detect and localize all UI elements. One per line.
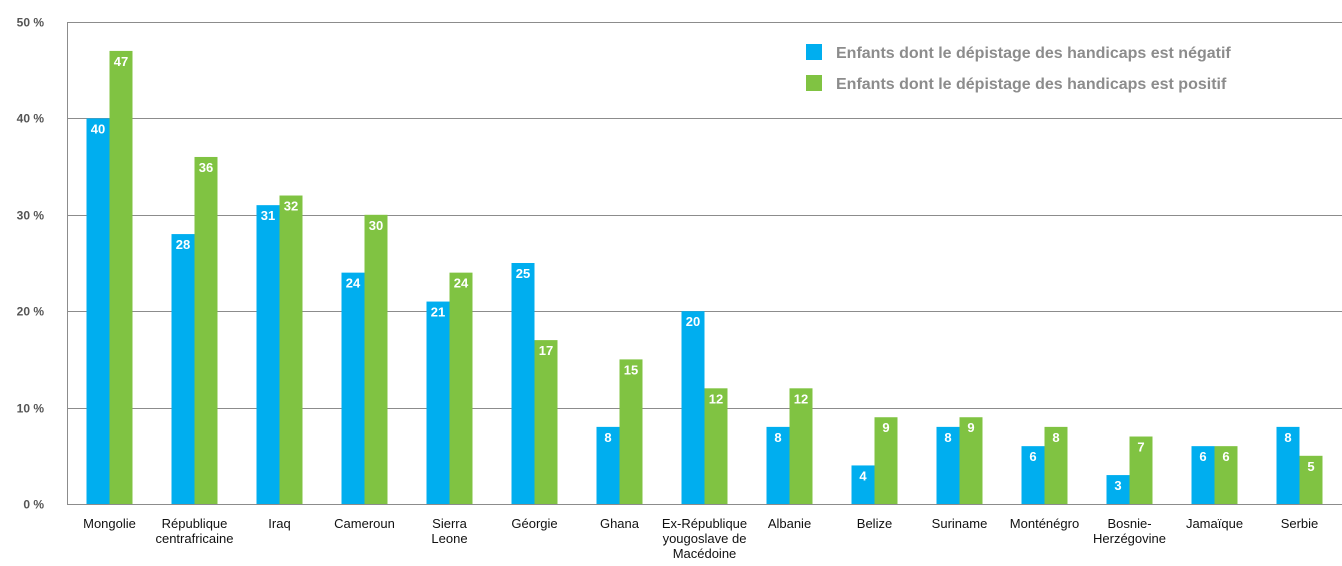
bar-negative <box>426 301 450 504</box>
data-label: 25 <box>516 266 530 281</box>
y-tick-label: 10 % <box>17 402 45 416</box>
x-category-label: République <box>162 516 228 531</box>
bar-negative <box>1021 446 1045 504</box>
bar-positive <box>874 417 898 504</box>
x-category-label: Cameroun <box>334 516 395 531</box>
bar-negative <box>341 272 365 504</box>
x-category-label: Albanie <box>768 516 811 531</box>
bar-positive <box>449 272 473 504</box>
bar-negative <box>1106 475 1130 504</box>
data-label: 31 <box>261 208 275 223</box>
data-label: 8 <box>604 430 611 445</box>
bar-series <box>86 50 1323 505</box>
x-category-label: centrafricaine <box>155 531 233 546</box>
x-category-label: Géorgie <box>511 516 557 531</box>
data-label: 30 <box>369 218 383 233</box>
x-category-label: Belize <box>857 516 892 531</box>
bar-positive <box>1299 455 1323 504</box>
x-category-label: yougoslave de <box>663 531 747 546</box>
data-label: 24 <box>346 276 361 291</box>
y-tick-label: 50 % <box>17 16 45 30</box>
x-category-label: Iraq <box>268 516 290 531</box>
x-category-label: Jamaïque <box>1186 516 1243 531</box>
y-tick-label: 0 % <box>23 498 44 512</box>
bar-positive <box>364 214 388 505</box>
bar-positive <box>619 359 643 504</box>
x-category-label: Herzégovine <box>1093 531 1166 546</box>
bar-negative <box>256 205 280 504</box>
data-label: 12 <box>794 391 808 406</box>
bar-positive <box>1044 426 1068 504</box>
data-label: 15 <box>624 362 638 377</box>
bar-positive <box>789 388 813 504</box>
legend: Enfants dont le dépistage des handicaps … <box>806 44 1231 93</box>
bar-positive <box>1214 446 1238 504</box>
x-category-label: Ex-République <box>662 516 747 531</box>
legend-label: Enfants dont le dépistage des handicaps … <box>836 76 1227 93</box>
y-tick-label: 40 % <box>17 112 45 126</box>
x-category-label: Monténégro <box>1010 516 1079 531</box>
data-label: 28 <box>176 237 190 252</box>
bar-negative <box>766 426 790 504</box>
bar-positive <box>534 340 558 504</box>
y-tick-label: 30 % <box>17 209 45 223</box>
data-label: 32 <box>284 199 298 214</box>
bar-negative <box>86 118 110 505</box>
data-label: 20 <box>686 314 700 329</box>
data-label: 12 <box>709 391 723 406</box>
data-label: 36 <box>199 160 213 175</box>
x-category-label: Macédoine <box>673 546 737 561</box>
bar-positive <box>279 195 303 504</box>
bar-positive <box>109 50 133 505</box>
bar-negative <box>851 465 875 504</box>
data-label: 40 <box>91 121 105 136</box>
legend-swatch <box>806 44 822 60</box>
bar-negative <box>936 426 960 504</box>
bar-positive <box>1129 436 1153 504</box>
data-label: 47 <box>114 54 128 69</box>
data-label: 4 <box>859 468 867 483</box>
x-category-label: Serbie <box>1281 516 1319 531</box>
data-label: 17 <box>539 343 553 358</box>
data-label: 6 <box>1199 449 1206 464</box>
x-category-label: Suriname <box>932 516 988 531</box>
data-label: 8 <box>944 430 951 445</box>
data-label: 7 <box>1137 440 1144 455</box>
x-category-label: Bosnie- <box>1107 516 1151 531</box>
bar-negative <box>596 426 620 504</box>
data-label: 8 <box>1052 430 1059 445</box>
y-axis-tick-labels: 0 % 10 % 20 % 30 % 40 % 50 % <box>17 16 45 512</box>
bar-negative <box>1191 446 1215 504</box>
bar-positive <box>959 417 983 504</box>
bar-negative <box>681 311 705 504</box>
data-label: 8 <box>1284 430 1291 445</box>
bar-negative <box>1276 426 1300 504</box>
bar-negative <box>511 263 535 504</box>
data-label: 3 <box>1114 478 1121 493</box>
bar-positive <box>194 156 218 504</box>
x-category-label: Sierra <box>432 516 467 531</box>
data-label: 5 <box>1307 459 1314 474</box>
data-label: 9 <box>967 420 974 435</box>
data-label: 9 <box>882 420 889 435</box>
data-label: 8 <box>774 430 781 445</box>
data-label: 6 <box>1222 449 1229 464</box>
bar-positive <box>704 388 728 504</box>
data-label: 21 <box>431 305 445 320</box>
value-labels: 4047283631322430212425178152012812498968… <box>91 54 1315 493</box>
legend-label: Enfants dont le dépistage des handicaps … <box>836 45 1231 62</box>
data-label: 6 <box>1029 449 1036 464</box>
legend-swatch <box>806 75 822 91</box>
data-label: 24 <box>454 276 469 291</box>
x-category-label: Ghana <box>600 516 640 531</box>
y-tick-label: 20 % <box>17 305 45 319</box>
x-category-label: Mongolie <box>83 516 136 531</box>
bar-negative <box>171 234 195 504</box>
x-category-label: Leone <box>431 531 467 546</box>
